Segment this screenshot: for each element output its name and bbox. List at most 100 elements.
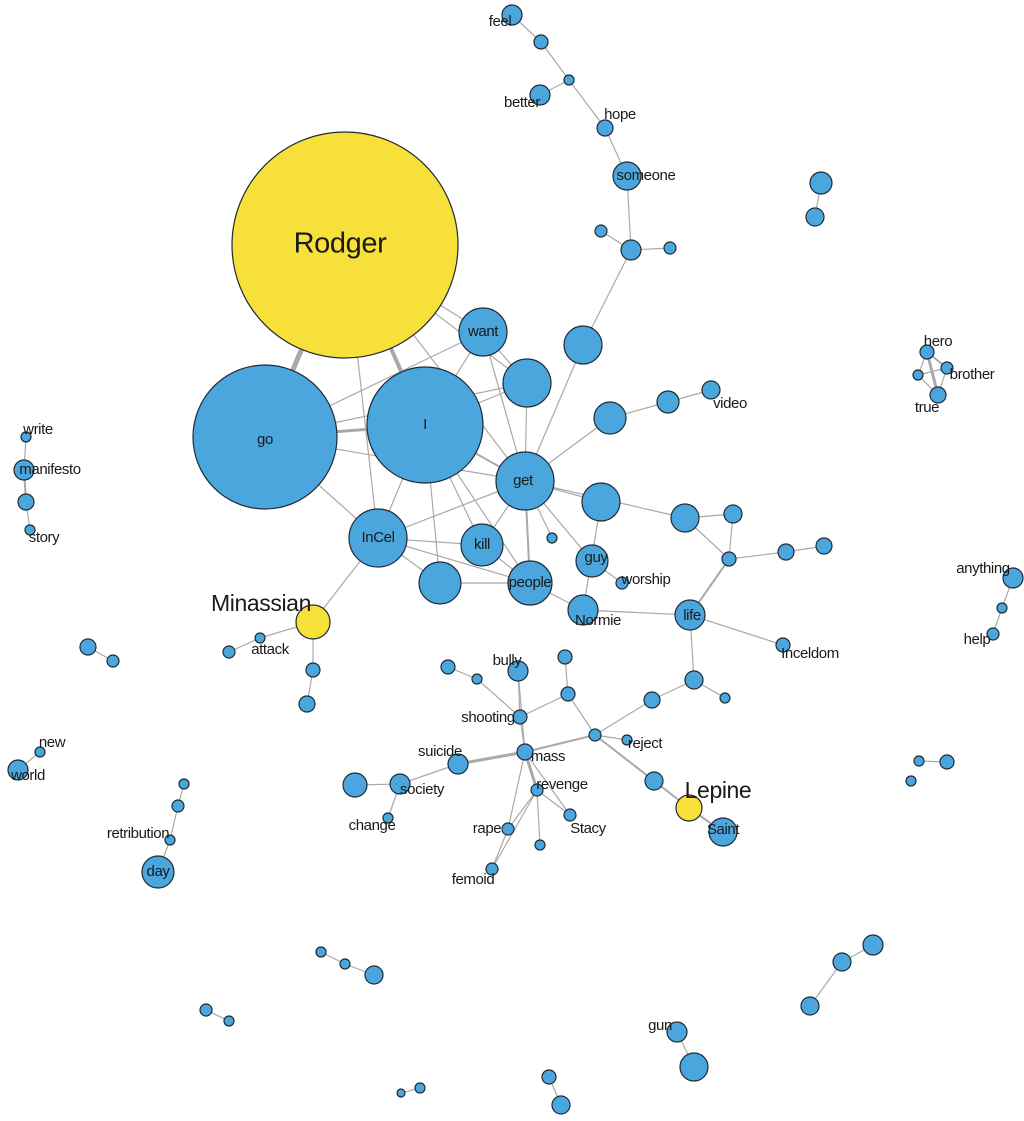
node bbox=[563, 808, 577, 822]
node-label: want bbox=[467, 323, 499, 340]
node bbox=[563, 74, 575, 86]
node bbox=[507, 560, 553, 606]
node bbox=[723, 504, 743, 524]
node-label: guy bbox=[585, 549, 609, 566]
edge bbox=[507, 751, 526, 830]
node bbox=[675, 794, 703, 822]
node bbox=[342, 772, 368, 798]
node bbox=[615, 576, 629, 590]
node bbox=[501, 822, 515, 836]
node-label: go bbox=[257, 431, 273, 448]
node bbox=[939, 754, 955, 770]
node-label: help bbox=[964, 631, 991, 648]
node bbox=[485, 862, 499, 876]
node bbox=[389, 773, 411, 795]
node bbox=[862, 934, 884, 956]
node-label: Saint bbox=[707, 821, 740, 838]
node bbox=[222, 645, 236, 659]
edge bbox=[689, 614, 784, 646]
node-label: new bbox=[39, 734, 66, 751]
node bbox=[800, 996, 820, 1016]
node bbox=[507, 660, 529, 682]
node-label: rape bbox=[473, 820, 501, 837]
node bbox=[366, 366, 484, 484]
edge bbox=[536, 789, 571, 816]
node bbox=[663, 241, 677, 255]
edge bbox=[476, 678, 521, 718]
node bbox=[24, 524, 36, 536]
node-label: people bbox=[509, 574, 552, 591]
node bbox=[929, 386, 947, 404]
node bbox=[581, 482, 621, 522]
edge bbox=[524, 751, 571, 816]
node bbox=[512, 709, 528, 725]
node bbox=[501, 4, 523, 26]
node-label: day bbox=[147, 863, 171, 880]
node bbox=[596, 119, 614, 137]
node bbox=[298, 695, 316, 713]
node-label: get bbox=[513, 472, 534, 489]
edge bbox=[728, 551, 787, 560]
node bbox=[708, 817, 738, 847]
node bbox=[458, 307, 508, 357]
node bbox=[832, 952, 852, 972]
node bbox=[382, 812, 394, 824]
node bbox=[775, 637, 791, 653]
edge bbox=[540, 41, 570, 81]
node bbox=[593, 401, 627, 435]
node bbox=[546, 532, 558, 544]
node bbox=[178, 778, 190, 790]
node bbox=[643, 691, 661, 709]
node bbox=[529, 84, 551, 106]
node bbox=[1002, 567, 1024, 589]
node-label: video bbox=[713, 395, 747, 412]
node bbox=[20, 431, 32, 443]
edge bbox=[524, 734, 596, 753]
node bbox=[364, 965, 384, 985]
node bbox=[563, 325, 603, 365]
node bbox=[644, 771, 664, 791]
node-label: feel bbox=[489, 13, 512, 30]
edge bbox=[491, 828, 509, 870]
node bbox=[295, 604, 331, 640]
node bbox=[171, 799, 185, 813]
node bbox=[106, 654, 120, 668]
edge bbox=[594, 699, 653, 736]
node bbox=[339, 958, 351, 970]
node bbox=[815, 537, 833, 555]
node bbox=[670, 503, 700, 533]
node-label: kill bbox=[474, 536, 490, 553]
node bbox=[805, 207, 825, 227]
node-label: brother bbox=[950, 366, 995, 383]
node-label: world bbox=[10, 767, 45, 784]
node bbox=[348, 508, 408, 568]
node bbox=[495, 451, 555, 511]
node bbox=[396, 1088, 406, 1098]
node bbox=[533, 34, 549, 50]
edge bbox=[567, 693, 596, 736]
node-label: Minassian bbox=[211, 590, 311, 616]
node bbox=[530, 783, 544, 797]
node bbox=[588, 728, 602, 742]
node bbox=[719, 692, 731, 704]
node bbox=[447, 753, 469, 775]
node-label: I bbox=[423, 416, 427, 433]
node-label: write bbox=[22, 421, 53, 438]
node-label: true bbox=[915, 399, 939, 416]
edge bbox=[568, 79, 606, 129]
node bbox=[141, 855, 175, 889]
node bbox=[567, 594, 599, 626]
node bbox=[620, 239, 642, 261]
node-label: story bbox=[29, 529, 60, 546]
node bbox=[551, 1095, 571, 1115]
node-label: Rodger bbox=[294, 228, 387, 260]
node bbox=[777, 543, 795, 561]
node-label: worship bbox=[621, 571, 671, 588]
node bbox=[192, 364, 338, 510]
edge bbox=[507, 789, 538, 830]
node bbox=[231, 131, 459, 359]
node-label: revenge bbox=[536, 776, 587, 793]
node bbox=[502, 358, 552, 408]
node-label: someone bbox=[617, 167, 676, 184]
node bbox=[919, 344, 935, 360]
